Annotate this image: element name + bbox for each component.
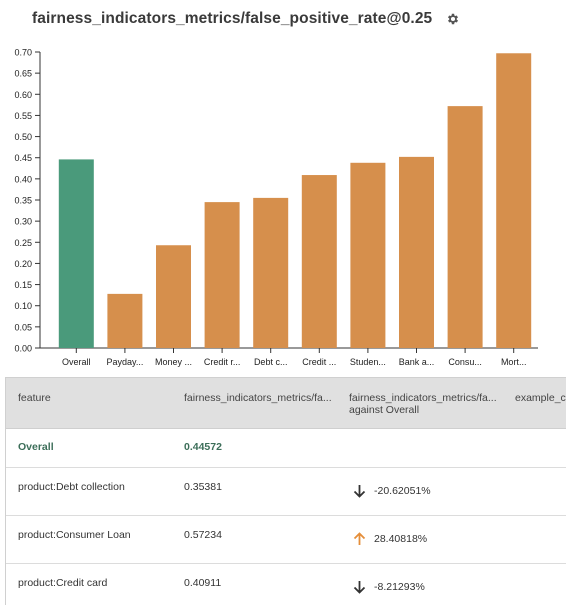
page-title: fairness_indicators_metrics/false_positi… [32,10,433,27]
feature-cell: product:Consumer Loan [18,529,131,541]
y-tick-label: 0.65 [14,69,32,79]
y-tick-label: 0.35 [14,196,32,206]
bar [447,106,483,348]
bar [253,197,289,348]
y-tick-label: 0.30 [14,217,32,227]
metric-value-cell: 0.40911 [184,577,222,589]
bar [399,156,434,348]
y-tick-label: 0.70 [14,48,32,58]
diff-cell: -8.21293% [353,580,425,594]
x-tick-label: Credit r... [204,357,241,367]
arrow-down-icon [353,485,366,498]
diff-cell: 28.40818% [353,532,427,546]
table-row[interactable]: product:Debt collection 0.35381 -20.6205… [6,468,566,516]
bar [350,162,386,348]
metric-value-cell: 0.35381 [184,481,222,493]
feature-cell: Overall [18,441,54,453]
x-tick-label: Overall [62,357,91,367]
diff-value: -8.21293% [374,581,425,593]
gear-icon[interactable] [446,12,460,26]
bar [156,245,191,348]
bar-chart: 0.00 0.05 0.10 0.15 0.20 0.25 0.30 0.35 0.40 0.45… [14,48,538,367]
y-tick-label: 0.00 [14,344,32,354]
bar [204,202,240,348]
y-tick-label: 0.10 [14,301,32,311]
y-tick-label: 0.05 [14,322,32,332]
y-tick-label: 0.60 [14,90,32,100]
y-tick-label: 0.45 [14,153,32,163]
arrow-down-icon [353,581,366,594]
bar [301,175,337,348]
y-tick-label: 0.50 [14,132,32,142]
feature-cell: product:Credit card [18,577,108,589]
bar [58,159,94,348]
column-header-feature[interactable]: feature [18,392,51,404]
metric-value-cell: 0.57234 [184,529,222,541]
x-tick-label: Credit ... [302,357,336,367]
y-tick-label: 0.20 [14,259,32,269]
column-header-diff[interactable]: fairness_indicators_metrics/fa... [349,392,497,404]
feature-cell: product:Debt collection [18,481,125,493]
x-tick-label: Payday... [106,357,143,367]
x-tick-label: Money ... [155,357,192,367]
bar [107,293,143,348]
y-tick-label: 0.25 [14,238,32,248]
metric-value-cell: 0.44572 [184,441,222,453]
page-header: fairness_indicators_metrics/false_positi… [32,8,460,30]
arrow-up-icon [353,532,366,545]
bar [496,53,532,349]
table-header-row: feature fairness_indicators_metrics/fa..… [6,378,566,429]
x-tick-label: Debt c... [254,357,288,367]
table-row-overall[interactable]: Overall 0.44572 [6,429,566,468]
x-tick-label: Mort... [501,357,527,367]
table-row[interactable]: product:Consumer Loan 0.57234 28.40818% [6,516,566,564]
x-tick-label: Bank a... [399,357,435,367]
diff-value: 28.40818% [374,533,428,545]
metrics-table: feature fairness_indicators_metrics/fa..… [5,377,566,605]
column-header-metric[interactable]: fairness_indicators_metrics/fa... [184,392,332,404]
y-tick-label: 0.55 [14,111,32,121]
column-header-example-count[interactable]: example_c [515,392,566,404]
x-tick-label: Studen... [350,357,386,367]
x-tick-label: Consu... [448,357,482,367]
diff-value: -20.62051% [374,485,431,497]
table-row[interactable]: product:Credit card 0.40911 -8.21293% [6,564,566,605]
y-tick-label: 0.15 [14,280,32,290]
y-tick-label: 0.40 [14,174,32,184]
column-header-diff-sub: against Overall [349,404,420,416]
diff-cell: -20.62051% [353,484,431,498]
